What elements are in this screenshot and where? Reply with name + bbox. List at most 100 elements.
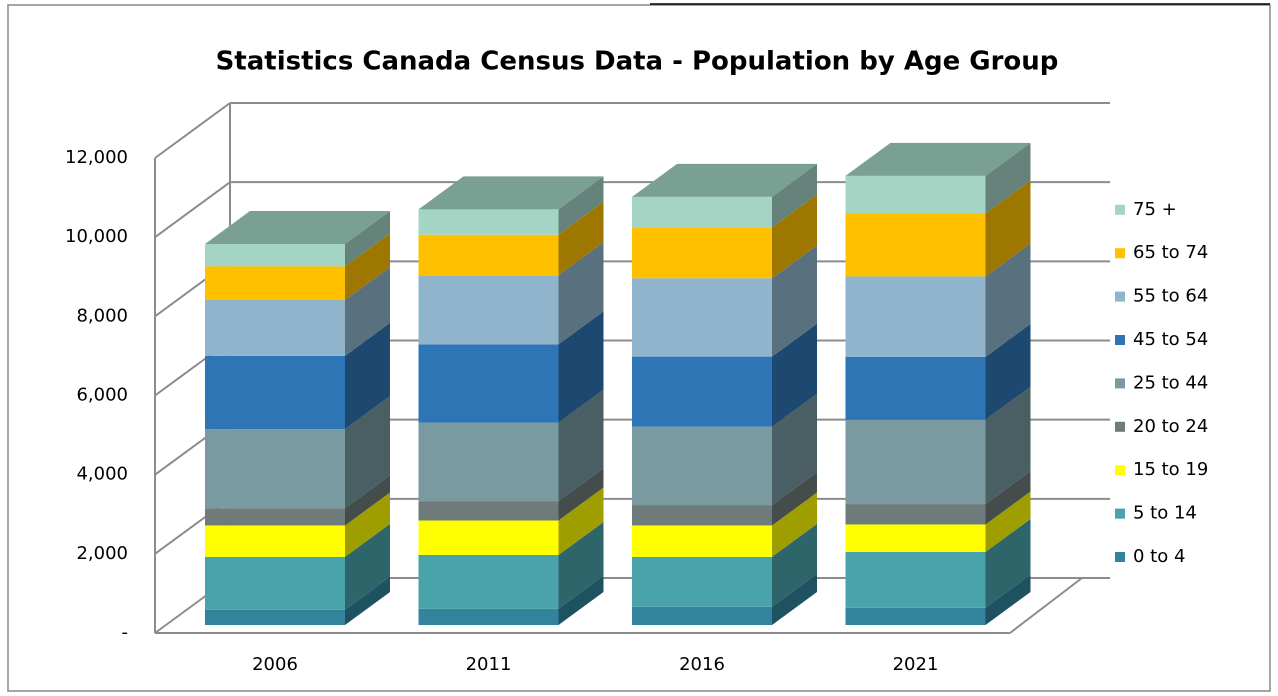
floor-edge bbox=[1009, 577, 1083, 634]
legend-swatch bbox=[1115, 378, 1125, 389]
legend-label: 0 to 4 bbox=[1133, 546, 1185, 567]
bar-front bbox=[845, 504, 986, 525]
bar-front bbox=[632, 606, 772, 625]
bar-front bbox=[418, 520, 559, 555]
legend-swatch bbox=[1115, 421, 1125, 432]
legend-label: 65 to 74 bbox=[1133, 242, 1208, 263]
chart-title: Statistics Canada Census Data - Populati… bbox=[216, 47, 1059, 77]
bar-front bbox=[418, 209, 559, 235]
bar-front bbox=[632, 227, 772, 279]
legend-label: 75 + bbox=[1133, 199, 1177, 220]
legend-swatch bbox=[1115, 552, 1125, 562]
bar-front bbox=[845, 551, 986, 608]
bar-front bbox=[845, 419, 986, 505]
x-tick-label: 2006 bbox=[252, 654, 298, 675]
legend-label: 15 to 19 bbox=[1133, 459, 1208, 480]
bar-side bbox=[345, 211, 390, 267]
x-tick-label: 2011 bbox=[466, 654, 512, 675]
bar-side bbox=[772, 492, 817, 557]
legend-label: 20 to 24 bbox=[1133, 416, 1208, 437]
bar-front bbox=[418, 344, 559, 423]
y-tick-label: 2,000 bbox=[76, 543, 128, 564]
bar-side bbox=[985, 180, 1031, 277]
bar-side bbox=[345, 233, 390, 301]
legend-swatch bbox=[1115, 508, 1125, 519]
legend-swatch bbox=[1115, 248, 1125, 259]
bar-side bbox=[558, 487, 604, 555]
bar-front bbox=[632, 505, 772, 526]
bar-side bbox=[985, 386, 1031, 505]
y-tick-label: 6,000 bbox=[76, 385, 128, 406]
bar-side bbox=[772, 194, 817, 279]
bar-front bbox=[205, 609, 345, 625]
bar-side bbox=[985, 471, 1031, 525]
bar-front bbox=[845, 276, 986, 357]
bar-front bbox=[845, 213, 986, 277]
bar-side bbox=[345, 523, 390, 610]
bar-side bbox=[345, 576, 390, 625]
x-tick-label: 2016 bbox=[679, 654, 725, 675]
bar-front bbox=[845, 356, 986, 420]
bar-side bbox=[772, 472, 817, 526]
x-tick-label: 2021 bbox=[893, 654, 939, 675]
bar-side bbox=[985, 491, 1031, 552]
bar-front bbox=[205, 525, 345, 557]
bar-side bbox=[558, 468, 604, 521]
bar-side bbox=[985, 323, 1031, 420]
bar-front bbox=[418, 501, 559, 521]
bar-front bbox=[632, 525, 772, 557]
bar-front bbox=[418, 234, 559, 276]
bar-front bbox=[205, 556, 345, 610]
bar-front bbox=[632, 278, 772, 357]
y-tick-label: 10,000 bbox=[65, 226, 128, 247]
bar-front bbox=[845, 524, 986, 552]
bar-side bbox=[772, 573, 817, 625]
bar-side bbox=[345, 267, 390, 356]
bar-front bbox=[632, 356, 772, 427]
y-tick-label: 8,000 bbox=[76, 305, 128, 326]
bar-side bbox=[558, 201, 604, 276]
bar-side bbox=[985, 518, 1031, 608]
bar-side bbox=[558, 521, 604, 609]
bar-front bbox=[205, 244, 345, 267]
legend-swatch bbox=[1115, 335, 1125, 345]
bar-top bbox=[845, 142, 1031, 176]
bar-side bbox=[772, 245, 817, 357]
bar-side bbox=[558, 242, 604, 345]
bar-front bbox=[205, 508, 345, 526]
bar-side bbox=[985, 243, 1031, 357]
legend-label: 25 to 44 bbox=[1133, 372, 1208, 393]
bar-side bbox=[558, 575, 604, 625]
y-tick-label: 12,000 bbox=[65, 147, 128, 168]
bar-side bbox=[772, 393, 817, 506]
bar-front bbox=[418, 554, 559, 609]
bar-front bbox=[632, 556, 772, 607]
grid-line bbox=[154, 181, 231, 238]
bar-front bbox=[418, 275, 559, 345]
bar-front bbox=[205, 429, 345, 509]
y-tick-label: 4,000 bbox=[76, 464, 128, 485]
bar-top bbox=[205, 211, 390, 245]
bar-side bbox=[772, 323, 817, 427]
bar-front bbox=[205, 266, 345, 301]
bar-front bbox=[632, 426, 772, 506]
bar-front bbox=[845, 607, 986, 625]
bar-top bbox=[418, 176, 604, 210]
bar-front bbox=[205, 300, 345, 356]
legend-swatch bbox=[1115, 291, 1125, 302]
bar-side bbox=[558, 389, 604, 502]
bar-side bbox=[345, 475, 390, 526]
bar-side bbox=[772, 163, 817, 228]
legend-label: 45 to 54 bbox=[1133, 329, 1208, 350]
bar-side bbox=[772, 523, 817, 607]
legend-swatch bbox=[1115, 204, 1125, 215]
bar-side bbox=[558, 176, 604, 235]
bar-side bbox=[985, 142, 1031, 214]
bar-front bbox=[418, 608, 559, 625]
bar-side bbox=[558, 311, 604, 423]
bar-side bbox=[345, 396, 390, 509]
bar-top bbox=[632, 163, 817, 197]
bar-side bbox=[345, 322, 390, 430]
legend-label: 55 to 64 bbox=[1133, 286, 1208, 307]
